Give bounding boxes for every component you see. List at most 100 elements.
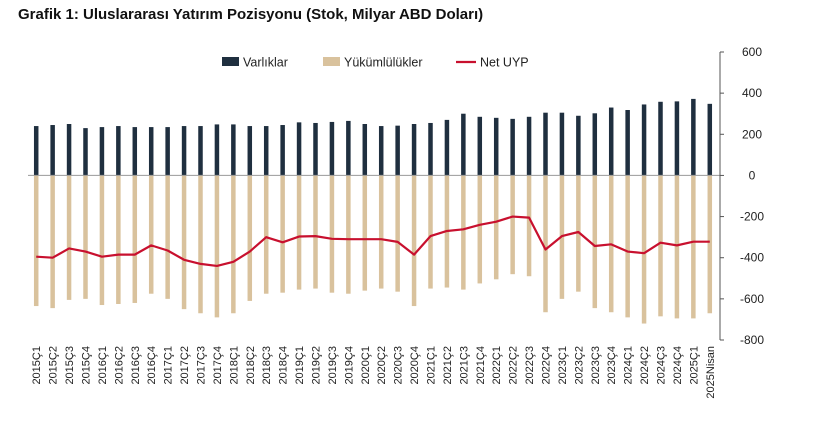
assets-bar <box>658 101 663 176</box>
assets-bar <box>707 103 713 176</box>
y-tick-label: 400 <box>742 86 762 100</box>
x-tick-label: 2024Ç2 <box>639 346 651 385</box>
liabilities-bar <box>99 175 105 306</box>
x-axis-ticks: 2015Ç1 2015Ç2 2015Ç3 2015Ç4 2016Ç1 2016Ç2 2016… <box>31 346 717 399</box>
y-tick-label: 200 <box>742 127 762 141</box>
legend-label: Yükümlülükler <box>344 56 423 70</box>
assets-bar <box>66 124 72 176</box>
liabilities-bar <box>66 175 72 300</box>
assets-bar <box>592 113 598 176</box>
y-axis-ticks: -800 -600 -400 -200 0 200 400 600 <box>720 45 764 347</box>
assets-bars <box>33 98 713 176</box>
liabilities-bar <box>362 175 368 291</box>
liabilities-bar <box>510 175 515 275</box>
assets-bar <box>477 116 483 176</box>
assets-bar <box>198 126 203 176</box>
y-tick-label: 0 <box>749 168 756 182</box>
x-tick-label: 2021Ç2 <box>442 346 454 385</box>
x-tick-label: 2020Ç3 <box>393 346 405 385</box>
assets-bar <box>132 127 138 176</box>
assets-bar <box>526 116 532 176</box>
x-tick-label: 2019Ç1 <box>294 346 306 385</box>
x-tick-label: 2022Ç3 <box>524 346 536 385</box>
x-tick-label: 2017Ç4 <box>212 346 224 385</box>
x-tick-label: 2024Ç3 <box>656 346 668 385</box>
liabilities-bar <box>658 175 663 317</box>
x-tick-label: 2017Ç2 <box>179 346 191 385</box>
x-tick-label: 2024Ç1 <box>623 346 635 385</box>
assets-bar <box>296 122 302 176</box>
x-tick-label: 2019Ç4 <box>343 346 355 385</box>
y-tick-label: -400 <box>740 251 764 265</box>
liabilities-bar <box>329 175 335 293</box>
assets-bar <box>165 127 170 176</box>
assets-bar <box>378 126 384 176</box>
x-tick-label: 2021Ç1 <box>426 346 438 385</box>
legend: Varlıklar Yükümlülükler Net UYP <box>222 56 529 70</box>
assets-bar <box>543 112 548 176</box>
liabilities-bar <box>428 175 433 289</box>
liabilities-bar <box>247 175 253 301</box>
x-tick-label: 2018Ç3 <box>261 346 273 385</box>
legend-label: Varlıklar <box>243 56 288 70</box>
liabilities-bar <box>165 175 170 299</box>
liabilities-bar <box>132 175 138 303</box>
liabilities-bar <box>477 175 483 284</box>
assets-bar <box>247 126 253 176</box>
x-tick-label: 2017Ç1 <box>163 346 175 385</box>
assets-bar <box>510 118 515 176</box>
assets-bar <box>362 124 368 176</box>
x-tick-label: 2021Ç4 <box>475 346 487 385</box>
x-tick-label: 2022Ç2 <box>508 346 520 385</box>
x-tick-label: 2024Ç4 <box>672 346 684 385</box>
legend-swatch <box>222 57 239 66</box>
liabilities-bar <box>198 175 203 314</box>
x-tick-label: 2020Ç1 <box>360 346 372 385</box>
assets-bar <box>691 98 696 176</box>
liabilities-bar <box>493 175 499 280</box>
chart-title: Grafik 1: Uluslararası Yatırım Pozisyonu… <box>18 6 484 23</box>
assets-bar <box>461 113 466 176</box>
x-tick-label: 2016Ç4 <box>146 346 158 385</box>
liabilities-bar <box>461 175 466 290</box>
x-tick-label: 2018Ç2 <box>245 346 257 385</box>
liabilities-bar <box>526 175 532 277</box>
liabilities-bar <box>181 175 187 310</box>
assets-bar <box>674 101 680 176</box>
liabilities-bar <box>214 175 220 318</box>
x-tick-label: 2018Ç4 <box>278 346 290 385</box>
x-tick-label: 2023Ç1 <box>557 346 569 385</box>
legend-label: Net UYP <box>480 56 529 70</box>
y-tick-label: 600 <box>742 45 762 59</box>
x-tick-label: 2016Ç2 <box>113 346 125 385</box>
x-tick-label: 2016Ç1 <box>97 346 109 385</box>
net-uyp-line <box>36 215 710 268</box>
assets-bar <box>411 124 417 176</box>
x-tick-label: 2023Ç4 <box>606 346 618 385</box>
liabilities-bar <box>346 175 351 294</box>
x-tick-label: 2018Ç1 <box>228 346 240 385</box>
assets-bar <box>148 127 154 176</box>
x-tick-label: 2025Nisan <box>705 346 717 399</box>
liabilities-bar <box>50 175 55 309</box>
assets-bar <box>116 126 121 176</box>
x-tick-label: 2015Ç3 <box>64 346 76 385</box>
liabilities-bar <box>313 175 318 289</box>
x-tick-label: 2015Ç4 <box>81 346 93 385</box>
liabilities-bar <box>411 175 417 307</box>
x-tick-label: 2022Ç1 <box>491 346 503 385</box>
x-tick-label: 2019Ç3 <box>327 346 339 385</box>
x-tick-label: 2021Ç3 <box>458 346 470 385</box>
assets-bar <box>280 125 285 176</box>
x-tick-label: 2022Ç4 <box>541 346 553 385</box>
liabilities-bar <box>280 175 285 293</box>
y-tick-label: -600 <box>740 292 764 306</box>
x-tick-label: 2016Ç3 <box>130 346 142 385</box>
liabilities-bar <box>148 175 154 294</box>
liabilities-bar <box>641 175 647 324</box>
x-tick-label: 2023Ç2 <box>573 346 585 385</box>
liabilities-bar <box>707 175 713 314</box>
liabilities-bar <box>231 175 236 314</box>
assets-bar <box>313 122 318 176</box>
